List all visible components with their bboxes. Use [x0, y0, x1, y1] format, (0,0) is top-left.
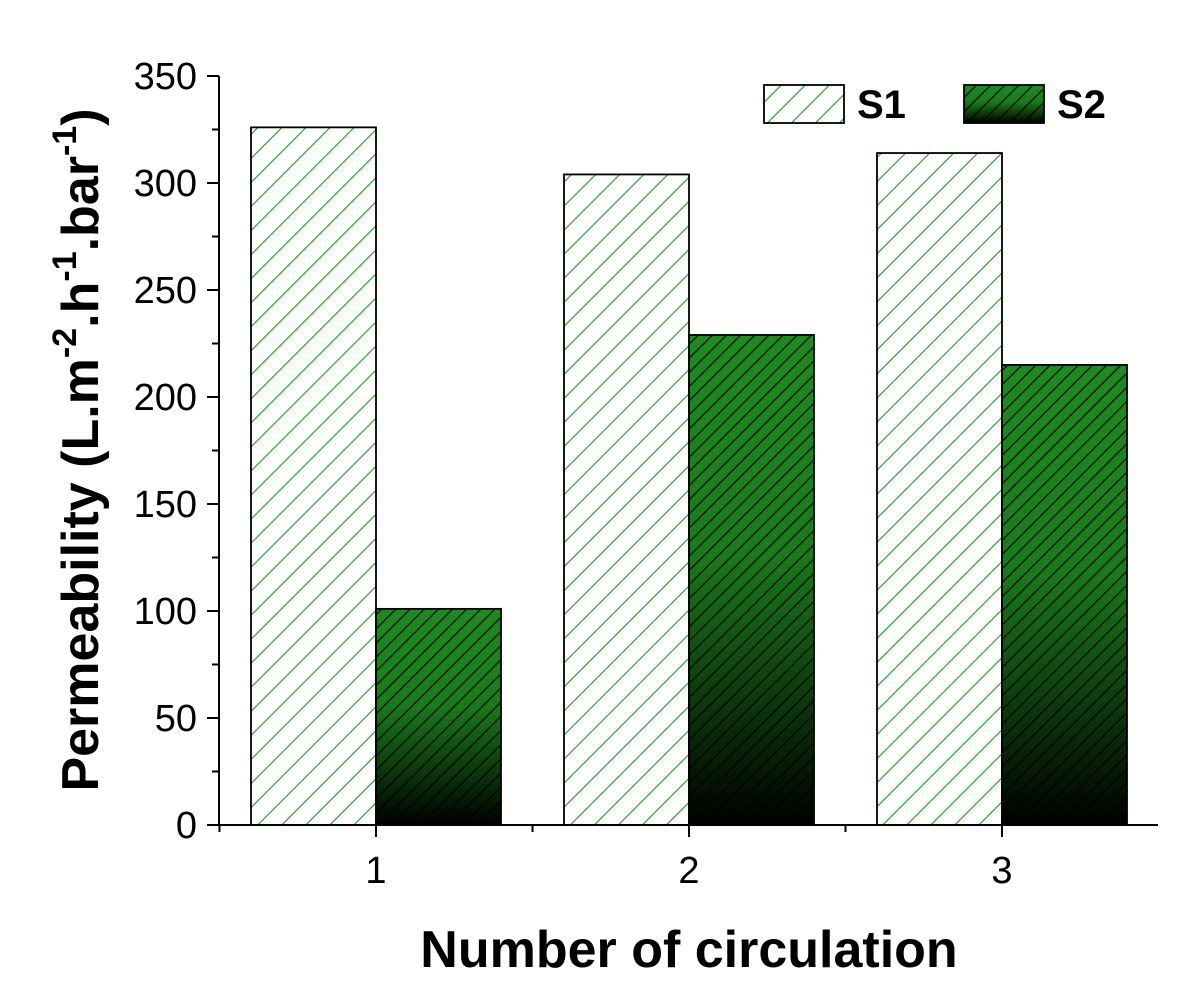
x-axis-title: Number of circulation	[420, 921, 957, 979]
legend-label-s2: S2	[1057, 83, 1106, 127]
y-tick-label: 200	[134, 377, 197, 419]
y-axis-title-sup2: -1	[46, 251, 84, 281]
y-tick-label: 300	[134, 163, 197, 205]
bar-s2-3-hatch	[1003, 365, 1126, 824]
x-ticks: 1 2 3	[218, 825, 1013, 892]
x-tick-label: 2	[678, 850, 699, 892]
legend-swatch-s1	[763, 84, 845, 124]
bar-s1-3	[876, 152, 1003, 826]
bar-s2-2-hatch	[690, 335, 813, 824]
y-axis-title-mid2: .bar	[52, 156, 110, 251]
bars-layer	[250, 126, 1128, 826]
y-tick-label: 50	[155, 698, 197, 740]
y-axis-title-sup1: -2	[46, 328, 84, 358]
y-tick-label: 350	[134, 56, 197, 98]
y-tick-label: 100	[134, 591, 197, 633]
y-axis-title-mid1: .h	[52, 282, 110, 328]
y-tick-label: 150	[134, 484, 197, 526]
x-tick-label: 3	[991, 850, 1012, 892]
legend: S1 S2	[763, 83, 1106, 127]
y-tick-label: 0	[176, 805, 197, 847]
bar-s1-1	[250, 126, 377, 826]
y-axis-title-sup3: -1	[46, 126, 84, 156]
bar-s2-1-hatch	[377, 609, 500, 824]
legend-label-s1: S1	[857, 83, 906, 127]
x-tick-label: 1	[365, 850, 386, 892]
y-axis-title-end: )	[52, 108, 110, 125]
bar-s1-2	[563, 173, 690, 826]
y-axis-title-base: Permeability (L.m	[52, 358, 110, 791]
y-ticks: 0 50 100 150 200 250 300 350	[134, 56, 219, 847]
y-axis-title: Permeability (L.m-2.h-1.bar-1)	[46, 108, 110, 791]
legend-swatch-s2-hatch	[964, 85, 1044, 123]
y-tick-label: 250	[134, 270, 197, 312]
